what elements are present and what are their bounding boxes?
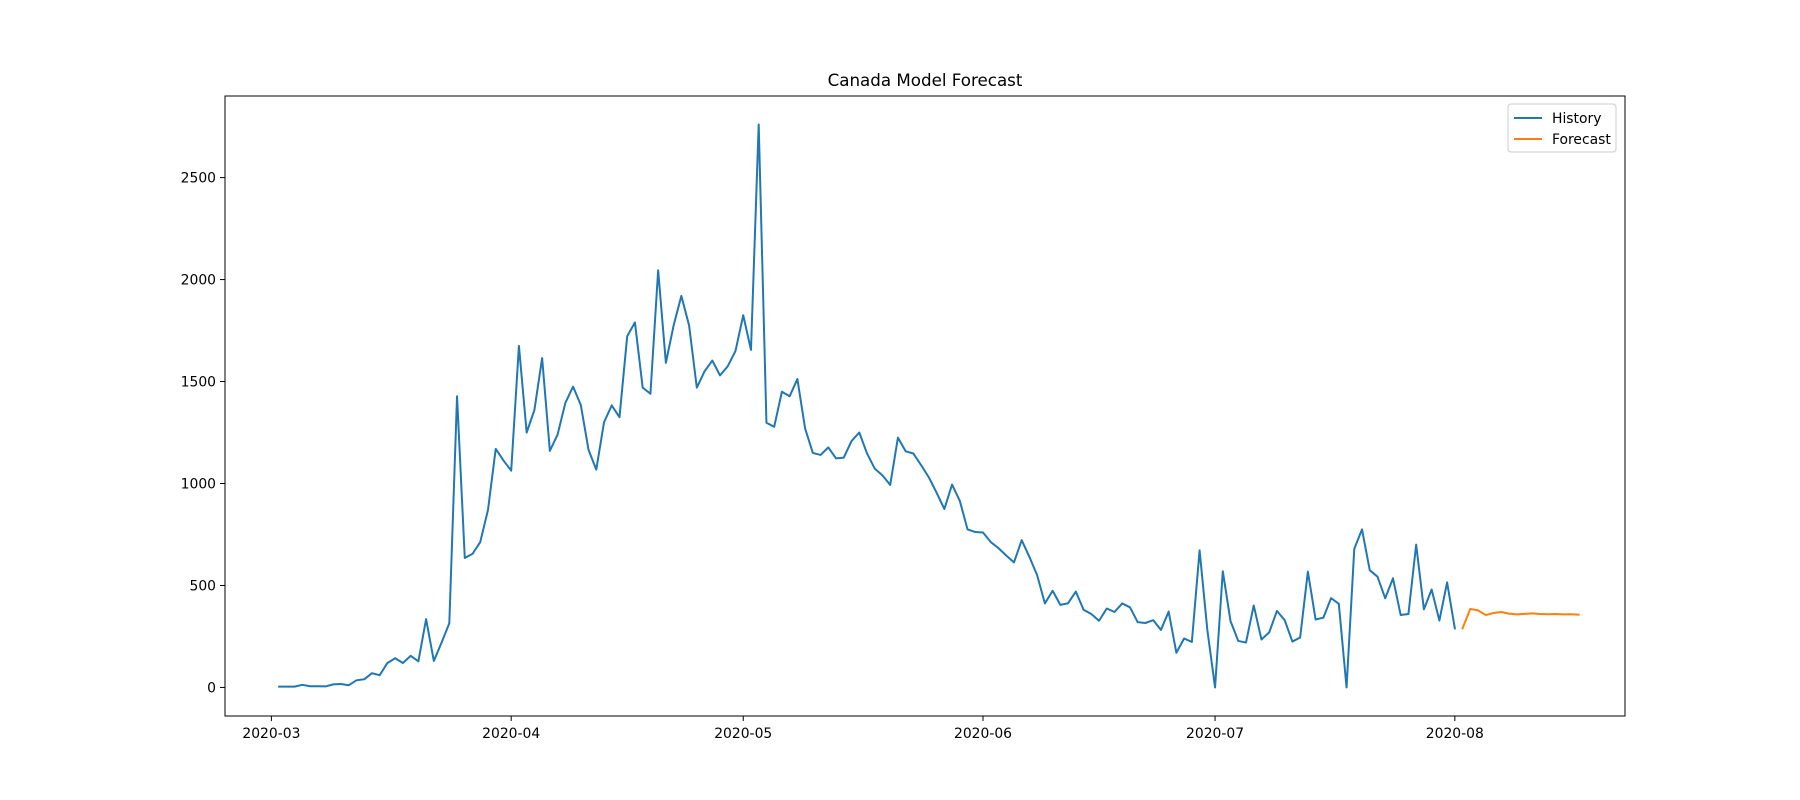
x-tick-label: 2020-08 [1426,726,1484,742]
y-tick-label: 0 [207,680,216,696]
plot-frame [224,95,1626,717]
x-tick-label: 2020-06 [954,726,1012,742]
y-tick-label: 1500 [181,375,216,391]
y-tick-label: 500 [189,578,216,594]
y-tick-label: 2000 [181,273,216,289]
series-line-forecast [1461,607,1580,630]
x-axis: 2020-03 2020-04 2020-05 2020-06 2020-07 2020-… [242,716,1484,742]
x-tick-label: 2020-07 [1186,726,1244,742]
legend-label-forecast: Forecast [1552,132,1611,148]
series-line-history [278,123,1456,689]
y-axis: 0 500 1000 1500 2000 2500 [181,171,225,696]
y-tick-label: 1000 [181,477,216,493]
x-tick-label: 2020-04 [482,726,540,742]
series-layer [278,123,1580,689]
x-tick-label: 2020-05 [714,726,772,742]
x-tick-label: 2020-03 [242,726,300,742]
y-tick-label: 2500 [181,171,216,187]
chart-title: Canada Model Forecast [828,70,1023,90]
legend: History Forecast [1507,103,1617,153]
legend-label-history: History [1552,111,1601,127]
